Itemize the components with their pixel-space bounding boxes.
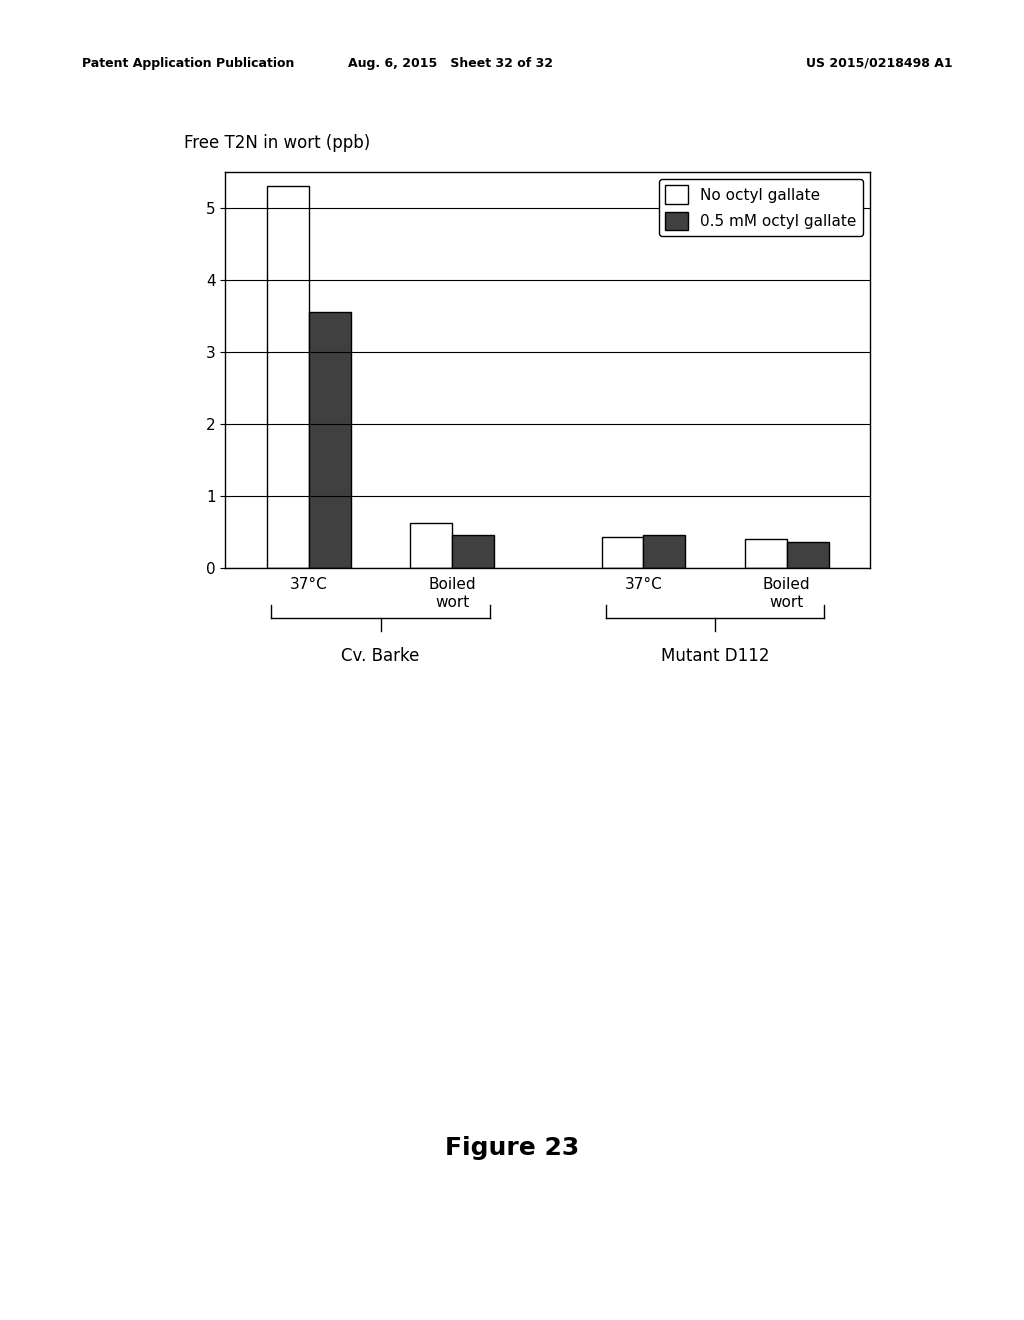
- Bar: [309, 312, 350, 568]
- Text: Patent Application Publication: Patent Application Publication: [82, 57, 294, 70]
- Text: Aug. 6, 2015   Sheet 32 of 32: Aug. 6, 2015 Sheet 32 of 32: [348, 57, 553, 70]
- Legend: No octyl gallate, 0.5 mM octyl gallate: No octyl gallate, 0.5 mM octyl gallate: [659, 180, 863, 236]
- Bar: [411, 523, 453, 568]
- Bar: [453, 535, 494, 568]
- Text: Mutant D112: Mutant D112: [660, 647, 769, 665]
- Bar: [745, 539, 786, 568]
- Bar: [786, 543, 828, 568]
- Bar: [267, 186, 309, 568]
- Bar: [643, 535, 685, 568]
- Bar: [601, 537, 643, 568]
- Text: Cv. Barke: Cv. Barke: [341, 647, 420, 665]
- Text: Figure 23: Figure 23: [444, 1137, 580, 1160]
- Text: US 2015/0218498 A1: US 2015/0218498 A1: [806, 57, 952, 70]
- Text: Free T2N in wort (ppb): Free T2N in wort (ppb): [184, 133, 371, 152]
